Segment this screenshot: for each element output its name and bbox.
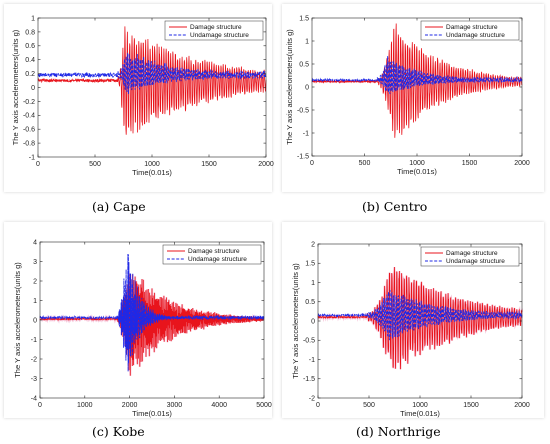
legend-label: Damage structure (446, 24, 498, 31)
series-line-damage (311, 23, 523, 138)
series-line-undamage (37, 52, 267, 95)
series-line-undamage (311, 56, 523, 95)
series-line-undamage (39, 253, 265, 372)
y-tick-label: 1 (305, 38, 309, 45)
y-axis-label: The Y axis accelerometers(units g) (291, 263, 300, 379)
legend-box (420, 246, 520, 267)
y-axis-label: The Y axis accelerometers(units g) (285, 29, 294, 145)
y-tick-label: 1 (31, 15, 35, 22)
x-axis-label: Time(0.01s) (132, 168, 172, 177)
x-tick-label: 0 (310, 160, 314, 167)
y-tick-label: -1 (309, 357, 315, 364)
legend-label: Damage structure (446, 250, 498, 257)
legend-label: Undamage structure (446, 258, 505, 265)
x-tick-label: 2000 (514, 160, 530, 167)
x-tick-label: 1000 (77, 402, 93, 409)
legend-box (420, 20, 520, 41)
x-tick-label: 5000 (256, 402, 272, 409)
y-tick-label: 0.6 (25, 43, 35, 50)
caption-centro: (b) Centro (362, 199, 428, 214)
legend-box (162, 244, 262, 265)
y-axis-label: The Y axis accelerometers(units g) (11, 29, 20, 145)
y-tick-label: 1.5 (305, 261, 315, 268)
y-tick-label: 0.5 (299, 61, 309, 68)
y-tick-label: 0 (31, 85, 35, 92)
x-tick-label: 2000 (122, 402, 138, 409)
y-tick-label: 0.5 (305, 299, 315, 306)
series-line-undamage (317, 290, 523, 341)
x-tick-label: 500 (359, 160, 371, 167)
x-tick-label: 500 (89, 161, 101, 168)
x-tick-label: 1500 (462, 160, 478, 167)
y-tick-label: 0.8 (25, 29, 35, 36)
x-axis-label: Time(0.01s) (400, 409, 440, 418)
series-line-damage (317, 266, 523, 370)
y-tick-label: 1 (33, 298, 37, 305)
x-axis-label: Time(0.01s) (397, 167, 437, 176)
x-tick-label: 1000 (412, 402, 428, 409)
y-tick-label: 2 (33, 278, 37, 285)
y-tick-label: 2 (311, 241, 315, 248)
legend-box (164, 20, 264, 41)
x-tick-label: 2000 (258, 161, 274, 168)
y-tick-label: 4 (33, 239, 37, 246)
y-tick-label: -0.8 (23, 141, 35, 148)
x-tick-label: 1000 (409, 160, 425, 167)
y-tick-label: -1.5 (303, 376, 315, 383)
y-tick-label: 0.2 (25, 71, 35, 78)
x-tick-label: 4000 (211, 402, 227, 409)
y-tick-label: -2 (31, 356, 37, 363)
y-tick-label: 0 (33, 317, 37, 324)
legend-label: Undamage structure (446, 32, 505, 39)
y-tick-label: 0 (311, 318, 315, 325)
caption-kobe: (c) Kobe (92, 424, 145, 439)
y-tick-label: -0.6 (23, 127, 35, 134)
y-tick-label: -2 (309, 395, 315, 402)
legend-label: Damage structure (188, 248, 240, 255)
y-tick-label: -4 (31, 395, 37, 402)
x-tick-label: 1500 (201, 161, 217, 168)
y-tick-label: 0 (305, 84, 309, 91)
y-tick-label: 1 (311, 280, 315, 287)
y-tick-label: -0.4 (23, 113, 35, 120)
x-axis-label: Time(0.01s) (132, 409, 172, 418)
x-tick-label: 3000 (167, 402, 183, 409)
y-tick-label: -1 (29, 154, 35, 161)
y-tick-label: 3 (33, 259, 37, 266)
x-tick-label: 2000 (514, 402, 530, 409)
legend-label: Undamage structure (188, 256, 247, 263)
x-tick-label: 0 (36, 161, 40, 168)
legend-label: Damage structure (190, 24, 242, 31)
y-tick-label: -0.5 (297, 107, 309, 114)
x-tick-label: 1500 (463, 402, 479, 409)
caption-cape: (a) Cape (92, 199, 146, 214)
y-tick-label: -1 (303, 130, 309, 137)
y-tick-label: -1 (31, 337, 37, 344)
y-tick-label: 0.4 (25, 57, 35, 64)
y-tick-label: -1.5 (297, 153, 309, 160)
x-tick-label: 0 (38, 402, 42, 409)
x-tick-label: 1000 (144, 161, 160, 168)
y-tick-label: -3 (31, 376, 37, 383)
y-tick-label: -0.2 (23, 99, 35, 106)
x-tick-label: 0 (316, 402, 320, 409)
y-tick-label: 1.5 (299, 15, 309, 22)
y-tick-label: -0.5 (303, 338, 315, 345)
y-axis-label: The Y axis accelerometers(units g) (13, 262, 22, 378)
x-tick-label: 500 (363, 402, 375, 409)
caption-northrige: (d) Northrige (356, 424, 441, 439)
legend-label: Undamage structure (190, 32, 249, 39)
